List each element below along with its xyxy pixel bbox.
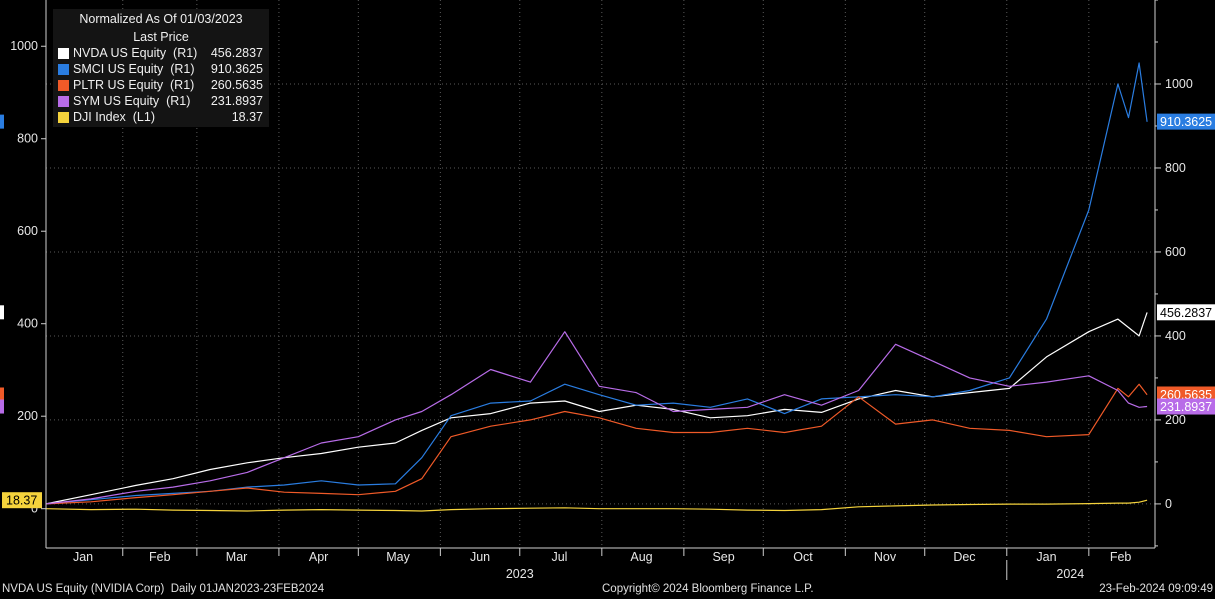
x-tick-label: Mar [226, 550, 248, 564]
left-edge-marker [0, 114, 4, 129]
value-tag-text: 18.37 [6, 494, 37, 508]
legend-swatch-nvda [58, 47, 69, 59]
x-tick-label: Aug [630, 550, 652, 564]
x-tick-label: Feb [1110, 550, 1132, 564]
left-tick-label: 200 [17, 409, 38, 423]
x-tick-label: Jun [470, 550, 490, 564]
x-year-label: 2024 [1056, 567, 1084, 581]
legend-entry: DJI Index (L1) 18.37 [53, 109, 269, 125]
x-tick-label: May [386, 550, 410, 564]
x-tick-label: Jan [73, 550, 93, 564]
x-tick-label: Dec [953, 550, 975, 564]
left-tick-label: 600 [17, 224, 38, 238]
value-tag-sym: 231.8937 [0, 398, 1215, 415]
chart-grid [46, 0, 1155, 548]
series-line-smci [45, 62, 1148, 505]
legend-swatch-pltr [58, 79, 69, 91]
series-line-nvda [45, 312, 1148, 505]
x-tick-label: Jan [1036, 550, 1056, 564]
right-tick-label: 400 [1165, 329, 1186, 343]
legend-entry: PLTR US Equity (R1) 260.5635 [53, 77, 269, 93]
value-tag-box [1157, 386, 1215, 403]
left-edge-marker [0, 305, 4, 320]
value-tag-text: 910.3625 [1160, 115, 1212, 129]
right-tick-label: 1000 [1165, 77, 1193, 91]
value-tag-box [1157, 398, 1215, 415]
x-tick-label: Sep [712, 550, 734, 564]
value-tag-box [1157, 113, 1215, 130]
footer-copyright: Copyright© 2024 Bloomberg Finance L.P. [602, 583, 814, 595]
value-tag-text: 231.8937 [1160, 400, 1212, 414]
legend-entry: NVDA US Equity (R1) 456.2837 [53, 45, 269, 61]
left-tick-label: 400 [17, 317, 38, 331]
value-tag-pltr: 260.5635 [0, 386, 1215, 403]
x-tick-label: Jul [551, 550, 567, 564]
value-tag-box [2, 492, 42, 509]
value-tag-dji: 18.37 [2, 492, 42, 509]
series-line-dji [45, 499, 1148, 512]
legend-title: Normalized As Of 01/03/2023 [79, 12, 243, 26]
value-tag-nvda: 456.2837 [0, 304, 1215, 321]
left-tick-label: 800 [17, 132, 38, 146]
x-tick-label: Feb [149, 550, 171, 564]
x-tick-label: Oct [793, 550, 813, 564]
footer-security: NVDA US Equity (NVIDIA Corp) Daily 01JAN… [2, 583, 325, 595]
x-tick-label: Nov [874, 550, 897, 564]
left-edge-marker [0, 387, 4, 402]
chart-axes: 0 200 400 600 800 1000 0 200 400 600 800 1000 Jan Feb… [10, 0, 1193, 581]
footer-timestamp: 23-Feb-2024 09:09:49 [1099, 583, 1213, 595]
right-tick-label: 200 [1165, 413, 1186, 427]
value-tag-box [1157, 304, 1215, 321]
series-line-sym [45, 331, 1148, 505]
left-tick-label: 0 [31, 502, 38, 516]
series-line-pltr [45, 383, 1148, 505]
value-tag-text: 456.2837 [1160, 306, 1212, 320]
x-year-label: 2023 [506, 567, 534, 581]
right-tick-label: 600 [1165, 245, 1186, 259]
value-tag-smci: 910.3625 [0, 113, 1215, 130]
left-tick-label: 1000 [10, 39, 38, 53]
chart-legend: Normalized As Of 01/03/2023 Last Price N… [53, 9, 269, 127]
legend-subtitle: Last Price [133, 30, 189, 44]
left-edge-marker [0, 399, 4, 414]
chart-series [45, 62, 1148, 512]
legend-swatch-smci [58, 63, 69, 75]
legend-entry: SMCI US Equity (R1) 910.3625 [53, 61, 269, 77]
x-tick-label: Apr [309, 550, 328, 564]
legend-entry: SYM US Equity (R1) 231.8937 [53, 93, 269, 109]
legend-swatch-dji [58, 111, 69, 123]
right-tick-label: 0 [1165, 497, 1172, 511]
right-tick-label: 800 [1165, 161, 1186, 175]
legend-swatch-sym [58, 95, 69, 107]
value-tag-text: 260.5635 [1160, 388, 1212, 402]
